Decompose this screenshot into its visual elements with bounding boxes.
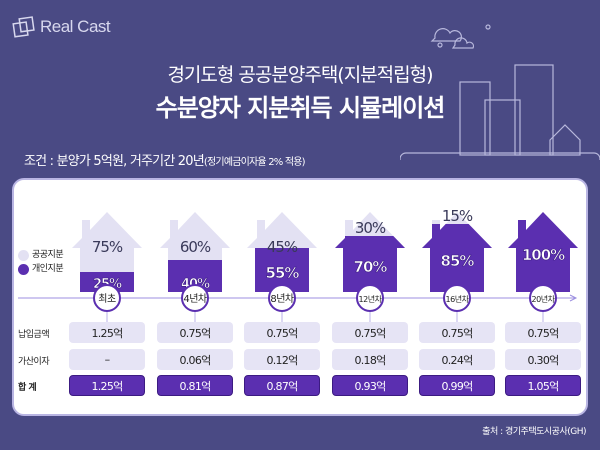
personal-share-label: 55%	[266, 264, 300, 282]
cell-payment: 1.25억	[69, 322, 145, 343]
house-4: 15% 85%	[422, 207, 492, 292]
public-share-label: 15%	[442, 207, 473, 225]
cell-payment: 0.75억	[157, 322, 233, 343]
cell-total: 0.87억	[244, 375, 320, 396]
legend: 공공지분 개인지분	[18, 248, 64, 276]
legend-public: 공공지분	[18, 248, 64, 262]
personal-swatch-icon	[18, 263, 29, 275]
logo: Real Cast	[12, 16, 111, 38]
cell-interest: –	[69, 349, 145, 370]
cell-total: 0.93억	[332, 375, 408, 396]
house-personal-share	[335, 236, 405, 292]
source-text: 출처 : 경기주택도시공사(GH)	[482, 427, 586, 437]
row-label-total: 합 계	[18, 383, 37, 393]
cell-total: 1.25억	[69, 375, 145, 396]
city-illustration-icon	[400, 24, 600, 160]
public-share-label: 75%	[92, 238, 123, 256]
row-label-payment: 납입금액	[18, 330, 50, 340]
stage-label: 16년차	[446, 294, 470, 304]
cell-interest: 0.30억	[505, 349, 581, 370]
stage-marker	[443, 284, 471, 312]
public-swatch-icon	[18, 249, 29, 261]
cell-total: 0.81억	[157, 375, 233, 396]
public-share-label: 30%	[355, 219, 386, 237]
logo-icon	[12, 16, 35, 38]
stage-marker	[529, 284, 557, 312]
row-label-interest: 가산이자	[18, 357, 50, 367]
public-share-label: 45%	[267, 238, 298, 256]
cell-payment: 0.75억	[332, 322, 408, 343]
legend-personal: 개인지분	[18, 262, 64, 276]
stage-label: 20년차	[532, 294, 556, 304]
cell-total: 1.05억	[505, 375, 581, 396]
cell-payment: 0.75억	[505, 322, 581, 343]
house-1: 60%40%	[160, 212, 230, 292]
cell-interest: 0.12억	[244, 349, 320, 370]
cell-payment: 0.75억	[244, 322, 320, 343]
stage-label: 4년차	[183, 293, 207, 305]
personal-share-label: 85%	[441, 252, 475, 270]
cell-interest: 0.18억	[332, 349, 408, 370]
stage-marker	[268, 284, 296, 312]
title-line1: 경기도형 공공분양주택(지분적립형)	[167, 64, 433, 86]
house-3: 30% 70%	[335, 212, 405, 292]
stage-marker	[93, 284, 121, 312]
logo-text: Real Cast	[40, 17, 111, 36]
house-personal-share	[72, 272, 142, 292]
cell-interest: 0.24억	[419, 349, 495, 370]
cell-interest: 0.06억	[157, 349, 233, 370]
cell-total: 0.99억	[419, 375, 495, 396]
timeline-arrow-icon	[569, 294, 578, 302]
stage-marker	[356, 284, 384, 312]
personal-share-label: 100%	[522, 246, 565, 264]
personal-share-label: 70%	[354, 258, 388, 276]
stage-marker	[181, 284, 209, 312]
stage-label: 8년차	[270, 293, 294, 305]
condition-text: 조건 : 분양가 5억원, 거주기간 20년(정기예금이자율 2% 적용)	[24, 154, 306, 169]
stage-label: 12년차	[359, 294, 383, 304]
public-share-label: 60%	[180, 238, 211, 256]
house-2: 45%55%	[247, 212, 317, 292]
stage-label: 최초	[98, 293, 116, 305]
title-line2: 수분양자 지분취득 시뮬레이션	[155, 94, 446, 122]
cell-payment: 0.75억	[419, 322, 495, 343]
house-5: 100%	[508, 212, 578, 292]
house-0: 75%25%	[72, 212, 142, 292]
